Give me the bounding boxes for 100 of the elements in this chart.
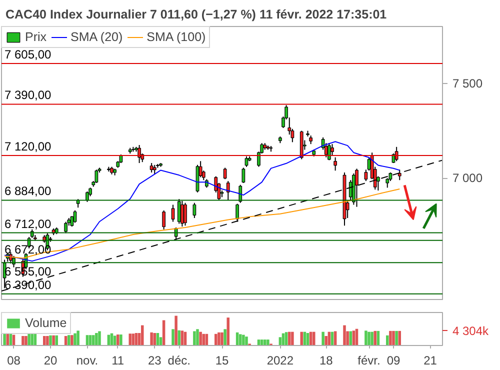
candlestick [73, 210, 77, 224]
candlestick [364, 169, 368, 182]
bar [214, 334, 218, 346]
candlestick [355, 168, 358, 208]
candlestick [242, 167, 246, 184]
line-series [4, 188, 400, 259]
candlestick [152, 164, 156, 175]
x-tick-label: 23 [148, 354, 162, 368]
candlestick [328, 142, 331, 161]
bar [288, 332, 291, 346]
x-tick-label: nov. [76, 354, 98, 368]
x-tick-label: 2022 [266, 354, 294, 368]
bar [312, 332, 316, 346]
bar [162, 320, 166, 346]
bar [291, 332, 294, 346]
bar [52, 335, 55, 346]
bar [226, 318, 230, 346]
candlestick [238, 184, 242, 204]
candlestick [226, 180, 230, 200]
bar [193, 331, 196, 346]
bar [242, 334, 245, 346]
candlestick [184, 202, 187, 226]
bar [300, 332, 304, 346]
bar [67, 335, 70, 346]
ref-line-label: 6 390,00 [4, 278, 52, 292]
bar [172, 329, 174, 346]
bar [120, 334, 122, 346]
bar [74, 333, 76, 346]
legend-label: SMA (20) [70, 30, 123, 44]
bar [28, 334, 30, 346]
bar [42, 336, 46, 346]
bar [178, 330, 181, 346]
bar [364, 330, 368, 346]
bar [153, 333, 156, 346]
bar [76, 330, 80, 346]
bar [218, 332, 220, 346]
chart-title: CAC40 Index Journalier 7 011,60 (−1,27 %) 11 févr. 2022 17:35:01 [6, 8, 387, 22]
bar [98, 331, 101, 346]
ref-line-label: 6 884,00 [4, 184, 52, 198]
bar [140, 325, 144, 346]
bar [368, 332, 370, 346]
bar [174, 316, 178, 346]
x-tick-label: 21 [424, 354, 438, 368]
ref-line-label: 7 605,00 [4, 47, 52, 62]
bar [70, 335, 74, 346]
legend-label: SMA (100) [146, 30, 206, 44]
candlestick [330, 144, 334, 156]
bar [224, 329, 226, 346]
x-tick-label: 18 [319, 354, 334, 368]
bar [349, 331, 352, 346]
ref-line-label: 6 712,00 [4, 216, 52, 231]
bar [202, 334, 206, 346]
x-tick-label: déc. [168, 354, 190, 368]
bar [374, 330, 377, 346]
bar [128, 334, 132, 346]
candlestick [171, 204, 175, 222]
ref-line-label: 7 120,00 [4, 139, 52, 154]
x-tick-label: 09 [386, 354, 400, 368]
x-tick-label: 15 [215, 354, 229, 368]
x-tick-label: 20 [44, 354, 58, 368]
candlestick [244, 156, 248, 168]
ref-line-label: 6 672,00 [4, 242, 52, 256]
candlestick [334, 156, 337, 172]
text: 4 304k [452, 324, 490, 338]
bar [322, 332, 324, 346]
bar [196, 329, 199, 346]
candlestick [394, 146, 398, 162]
bar [55, 335, 58, 346]
x-tick-label: 08 [7, 354, 21, 368]
candlestick [236, 203, 239, 222]
bar [46, 336, 49, 346]
legend-label: Volume [25, 316, 67, 330]
candlestick [162, 210, 166, 230]
bar [30, 334, 34, 346]
bar [324, 336, 328, 346]
bar [116, 334, 120, 346]
x-tick-label: 11 [112, 354, 124, 368]
candlestick [192, 202, 196, 219]
ref-line-label: 7 390,00 [4, 88, 52, 102]
bar [395, 330, 398, 346]
bar [392, 330, 395, 346]
bar [238, 334, 242, 346]
bar [199, 332, 202, 346]
bar [263, 340, 266, 346]
candlestick [12, 255, 16, 268]
bar [220, 332, 224, 346]
candlestick [64, 221, 68, 234]
bar [3, 334, 6, 346]
bar [398, 330, 402, 346]
bar [24, 336, 28, 346]
bar [95, 333, 98, 346]
x-tick-label: févr. [358, 354, 380, 368]
bar [266, 340, 270, 346]
candlestick [150, 162, 154, 174]
bar [343, 325, 346, 346]
candlestick [177, 198, 181, 224]
bar [22, 336, 24, 346]
bar [92, 335, 95, 346]
bar [49, 335, 52, 346]
candlestick [94, 169, 98, 184]
